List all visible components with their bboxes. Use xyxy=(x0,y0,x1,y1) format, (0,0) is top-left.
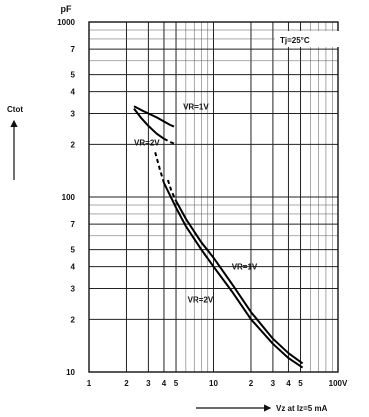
y-tick-label: 7 xyxy=(71,220,76,229)
plot-frame xyxy=(88,21,339,373)
x-tick-label: 5 xyxy=(298,379,303,388)
y-tick-label: 2 xyxy=(71,140,76,149)
x-tick-label: 10 xyxy=(209,379,218,388)
y-tick-label: 4 xyxy=(71,263,76,272)
series-label: VR=2V xyxy=(188,295,214,304)
x-tick-label: 100V xyxy=(329,379,348,388)
x-tick-label: 5 xyxy=(174,379,179,388)
annotation-text: Tj=25°C xyxy=(280,36,310,45)
x-tick-label: 1 xyxy=(87,379,92,388)
series-line xyxy=(133,107,165,140)
series-label: VR=2V xyxy=(134,138,160,147)
annotation-box xyxy=(275,31,345,47)
series-line xyxy=(175,200,304,365)
series-line xyxy=(166,179,177,202)
series-line xyxy=(169,124,177,129)
x-tick-label: 3 xyxy=(146,379,151,388)
y-unit-label: pF xyxy=(61,4,72,14)
y-axis-label: Ctot xyxy=(7,105,23,114)
x-tick-label: 3 xyxy=(271,379,276,388)
y-tick-label: 5 xyxy=(71,71,76,80)
x-tick-label: 2 xyxy=(249,379,254,388)
series-line xyxy=(154,152,165,184)
y-axis-indicator: Ctot xyxy=(7,105,23,180)
x-tick-label: 4 xyxy=(162,379,167,388)
series-layer xyxy=(133,105,304,369)
y-tick-label: 4 xyxy=(71,88,76,97)
x-tick-label: 4 xyxy=(286,379,291,388)
grid xyxy=(88,21,339,373)
y-tick-label: 2 xyxy=(71,315,76,324)
series-labels: VR=1V VR=2V VR=1V VR=2V xyxy=(134,102,258,304)
y-tick-label: 3 xyxy=(71,110,76,119)
x-axis-label: Vz at Iz=5 mA xyxy=(276,404,328,413)
y-tick-label: 100 xyxy=(62,193,76,202)
x-tick-label: 2 xyxy=(124,379,129,388)
series-line xyxy=(133,105,171,126)
x-axis-indicator: Vz at Iz=5 mA xyxy=(196,404,328,413)
y-tick-label: 3 xyxy=(71,285,76,294)
series-label: VR=1V xyxy=(183,102,209,111)
series-label: VR=1V xyxy=(232,263,258,272)
series-line xyxy=(163,182,304,369)
y-tick-label: 7 xyxy=(71,45,76,54)
series-line xyxy=(163,137,177,146)
y-tick-label: 5 xyxy=(71,246,76,255)
y-tick-label: 1000 xyxy=(57,18,75,27)
y-tick-label: 10 xyxy=(66,368,75,377)
temperature-annotation: Tj=25°C xyxy=(275,31,345,47)
